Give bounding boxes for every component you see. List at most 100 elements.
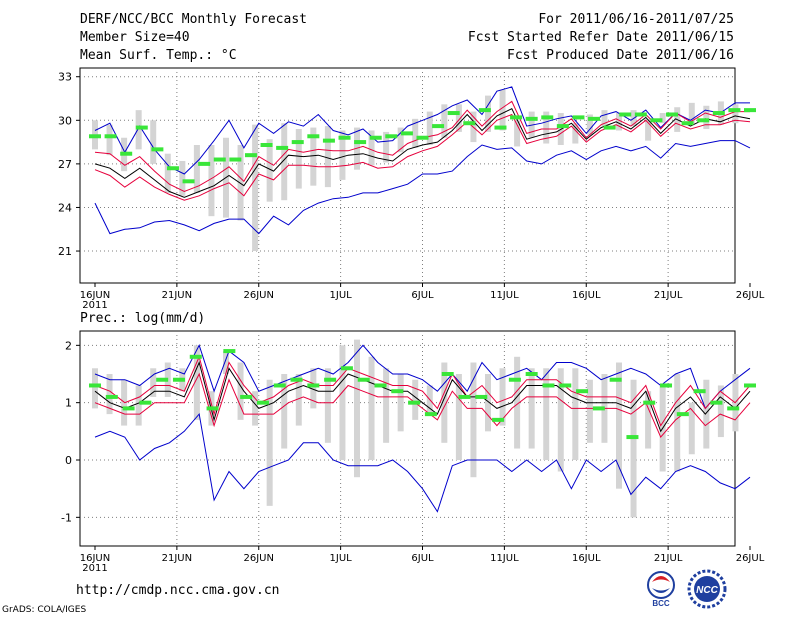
prec-climatology-marker: [676, 412, 689, 417]
forecast-start-date: Fcst Started Refer Date 2011/06/15: [467, 30, 734, 45]
ncc-logo-disc: [694, 576, 720, 602]
chart-title: DERF/NCC/BCC Monthly Forecast: [80, 12, 307, 27]
prec-ensemble-bar: [528, 368, 535, 449]
temp-ensemble-bar: [237, 144, 244, 221]
prec-climatology-marker: [592, 406, 605, 411]
grads-credit: GrADS: COLA/IGES: [2, 605, 87, 615]
prec-climatology-marker: [307, 383, 320, 388]
prec-climatology-marker: [240, 394, 253, 399]
prec-ensemble-bar: [150, 368, 157, 397]
temp-ensemble-bar: [397, 127, 404, 153]
temp-climatology-marker: [182, 179, 195, 184]
prec-ensemble-bar: [674, 374, 681, 472]
prec-ensemble-bar: [630, 379, 637, 518]
prec-climatology-marker: [458, 394, 471, 399]
temp-climatology-marker: [89, 134, 101, 139]
temp-ensemble-bar: [368, 130, 375, 166]
prec-ensemble-bar: [485, 374, 491, 432]
bcc-logo-text: BCC: [652, 599, 670, 608]
prec-climatology-marker: [408, 400, 421, 405]
temp-ensemble-bar: [383, 131, 390, 163]
temp-ensemble-bar: [281, 123, 288, 201]
temp-climatology-marker: [728, 108, 741, 113]
temp-climatology-marker: [322, 138, 335, 143]
prec-panel: -1 0 1 2 16JUN 21JUN 26JUN 1JUL 6JUL 11JUL 16JUL 21…: [61, 311, 765, 574]
prec-xtick-label: 26JUN: [244, 553, 274, 564]
prec-ensemble-bar: [397, 374, 404, 432]
prec-ensemble-bar: [616, 362, 622, 489]
temp-xtick-label: 1JUL: [330, 290, 353, 301]
temperature-panel-title: Mean Surf. Temp.: °C: [80, 48, 237, 63]
prec-ytick-label: 1: [65, 397, 72, 410]
prec-ensemble-bar: [514, 356, 521, 449]
temp-climatology-marker: [244, 153, 257, 158]
temp-ytick-label: 30: [58, 114, 72, 127]
temp-frame: [79, 67, 736, 284]
temp-climatology-marker: [338, 135, 351, 140]
prec-ensemble-bar: [470, 362, 477, 478]
temp-ytick-label: 21: [58, 245, 72, 258]
ncc-logo-text: NCC: [696, 585, 718, 596]
temp-ensemble-bar: [208, 144, 215, 217]
prec-climatology-marker: [340, 366, 353, 371]
temp-ensemble-bar: [616, 113, 622, 131]
temp-ensemble-bar: [339, 130, 346, 180]
temp-ensemble-bar: [499, 89, 506, 131]
temp-ensemble-bar: [601, 110, 608, 127]
prec-ensemble-bar: [543, 368, 550, 460]
temp-climatology-marker: [556, 124, 569, 129]
temp-ensemble-bar: [441, 104, 448, 138]
prec-xtick-label: 21JUL: [654, 553, 683, 564]
temp-ensemble-bar: [310, 127, 317, 186]
prec-ensemble-bar: [92, 368, 98, 409]
prec-series-upper: [94, 355, 751, 427]
temp-ytick-label: 24: [58, 201, 72, 214]
temp-ensemble-bar: [543, 111, 550, 144]
prec-climatology-marker: [525, 372, 538, 376]
prec-ensemble-bar: [295, 374, 302, 426]
temp-climatology-marker: [463, 121, 476, 126]
temp-ensemble-bar: [688, 102, 695, 124]
prec-ensemble-bar: [339, 345, 346, 460]
temp-series-min: [94, 140, 751, 235]
temp-climatology-marker: [697, 118, 710, 123]
prec-ensemble-bar: [586, 379, 593, 443]
temp-climatology-marker: [198, 161, 211, 166]
forecast-period: For 2011/06/16-2011/07/25: [538, 12, 734, 27]
temp-series-lower: [94, 113, 751, 201]
prec-ensemble-bar: [441, 362, 448, 443]
prec-climatology-marker: [609, 377, 622, 382]
prec-frame: [79, 330, 736, 547]
temp-climatology-marker: [603, 125, 616, 130]
temp-ensemble-bar: [150, 120, 157, 164]
prec-xtick-label: 16JUL: [572, 553, 601, 564]
bcc-logo-ring: [647, 571, 675, 599]
temp-ensemble-bar: [135, 110, 142, 150]
prec-ensemble-bar: [193, 345, 200, 420]
prec-ensemble-bar: [412, 379, 419, 420]
temp-ytick-label: 27: [58, 158, 72, 171]
temp-xtick-label: 16JUL: [572, 290, 601, 301]
prec-series-mean: [94, 360, 751, 433]
prec-ensemble-bar: [688, 402, 695, 455]
temp-ensemble-bar: [572, 123, 579, 144]
temp-climatology-marker: [494, 125, 507, 130]
prec-climatology-marker: [89, 383, 101, 388]
prec-year-label: 2011: [82, 563, 107, 574]
prec-ytick-label: 2: [65, 339, 72, 352]
prec-climatology-marker: [223, 349, 236, 354]
temp-climatology-marker: [744, 108, 756, 113]
prec-ensemble-bar: [223, 351, 229, 374]
prec-climatology-marker: [508, 377, 521, 382]
temp-climatology-marker: [681, 121, 694, 126]
member-size: Member Size=40: [80, 30, 190, 45]
temp-year-label: 2011: [82, 300, 107, 311]
temp-climatology-marker: [432, 124, 445, 129]
prec-ensemble-bar: [135, 385, 142, 426]
prec-climatology-marker: [139, 400, 152, 405]
source-url[interactable]: http://cmdp.ncc.cma.gov.cn: [76, 583, 280, 598]
prec-climatology-marker: [374, 383, 387, 388]
temp-climatology-marker: [650, 118, 663, 123]
temp-ensemble-bar: [324, 126, 331, 188]
temp-climatology-marker: [369, 135, 382, 140]
